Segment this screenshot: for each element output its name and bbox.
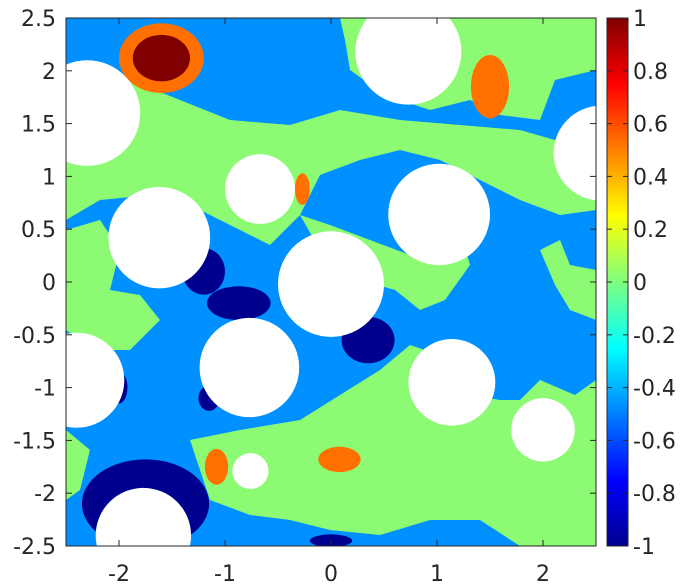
x-tick-label: 1 (430, 562, 444, 585)
y-tick-label: -0.5 (13, 324, 56, 349)
colorbar-tick-label: -0.2 (633, 324, 676, 349)
hole-0 (66, 60, 141, 166)
contour-region-level-2 (470, 54, 510, 119)
y-tick-label: 2 (42, 60, 56, 85)
hole-2 (553, 105, 596, 201)
hole-3 (225, 154, 295, 224)
colorbar-tick-label: 1 (633, 7, 647, 32)
hole-8 (408, 339, 496, 426)
hole-5 (388, 163, 490, 266)
contour-plot-area (66, 18, 596, 546)
contour-region-zero-left (66, 220, 160, 350)
hole-11 (232, 453, 269, 489)
x-tick-label: 0 (324, 562, 338, 585)
x-tick-label: 2 (536, 562, 550, 585)
hole-9 (66, 332, 125, 428)
hole-4 (108, 186, 211, 289)
colorbar-tick-label: -0.8 (633, 482, 676, 507)
colorbar-tick-label: 0.4 (633, 165, 668, 190)
y-tick-label: -1 (34, 377, 56, 402)
contour-region-zero-left-bottom (66, 430, 90, 500)
y-tick-label: 2.5 (21, 7, 56, 32)
contour-region-level-5 (204, 448, 229, 485)
x-axis-ticks: -2 -1 0 1 2 (108, 18, 550, 585)
contour-region-level-4 (318, 446, 361, 473)
y-tick-label: -2 (34, 482, 56, 507)
y-tick-label: 0 (42, 271, 56, 296)
colorbar-tick-label: -1 (633, 535, 655, 560)
colorbar-tick-label: 0 (633, 271, 647, 296)
hole-7 (199, 317, 300, 418)
hole-12 (95, 487, 192, 546)
contour-region-level-1 (132, 34, 191, 82)
colorbar-tick-label: 0.2 (633, 218, 668, 243)
hole-6 (278, 231, 384, 337)
y-tick-label: 0.5 (21, 218, 56, 243)
y-tick-label: 1.5 (21, 113, 56, 138)
contour-region-zero-right (540, 240, 596, 320)
contour-region-zero-upper-band (66, 80, 596, 245)
y-tick-label: -2.5 (13, 535, 56, 560)
colorbar-tick-label: -0.6 (633, 429, 676, 454)
hole-1 (355, 18, 462, 105)
contour-region-zero-bottom (190, 345, 596, 546)
hole-10 (511, 398, 575, 462)
x-tick-label: -2 (108, 562, 130, 585)
contour-region-level-3 (294, 173, 310, 205)
colorbar-tick-label: -0.4 (633, 377, 676, 402)
colorbar-tick-label: 0.6 (633, 113, 668, 138)
y-axis-ticks: 2.5 2 1.5 1 0.5 0 -0.5 -1 -1.5 -2 -2.5 (13, 7, 596, 560)
x-tick-label: -1 (214, 562, 236, 585)
y-tick-label: 1 (42, 165, 56, 190)
colorbar-tick-label: 0.8 (633, 60, 668, 85)
domain-holes (66, 18, 596, 546)
y-tick-label: -1.5 (13, 429, 56, 454)
contour-region-level-7 (206, 286, 271, 321)
colorbar-ticks: 1 0.8 0.6 0.4 0.2 0 -0.2 -0.4 -0.6 -0.8 -1 (607, 7, 676, 560)
